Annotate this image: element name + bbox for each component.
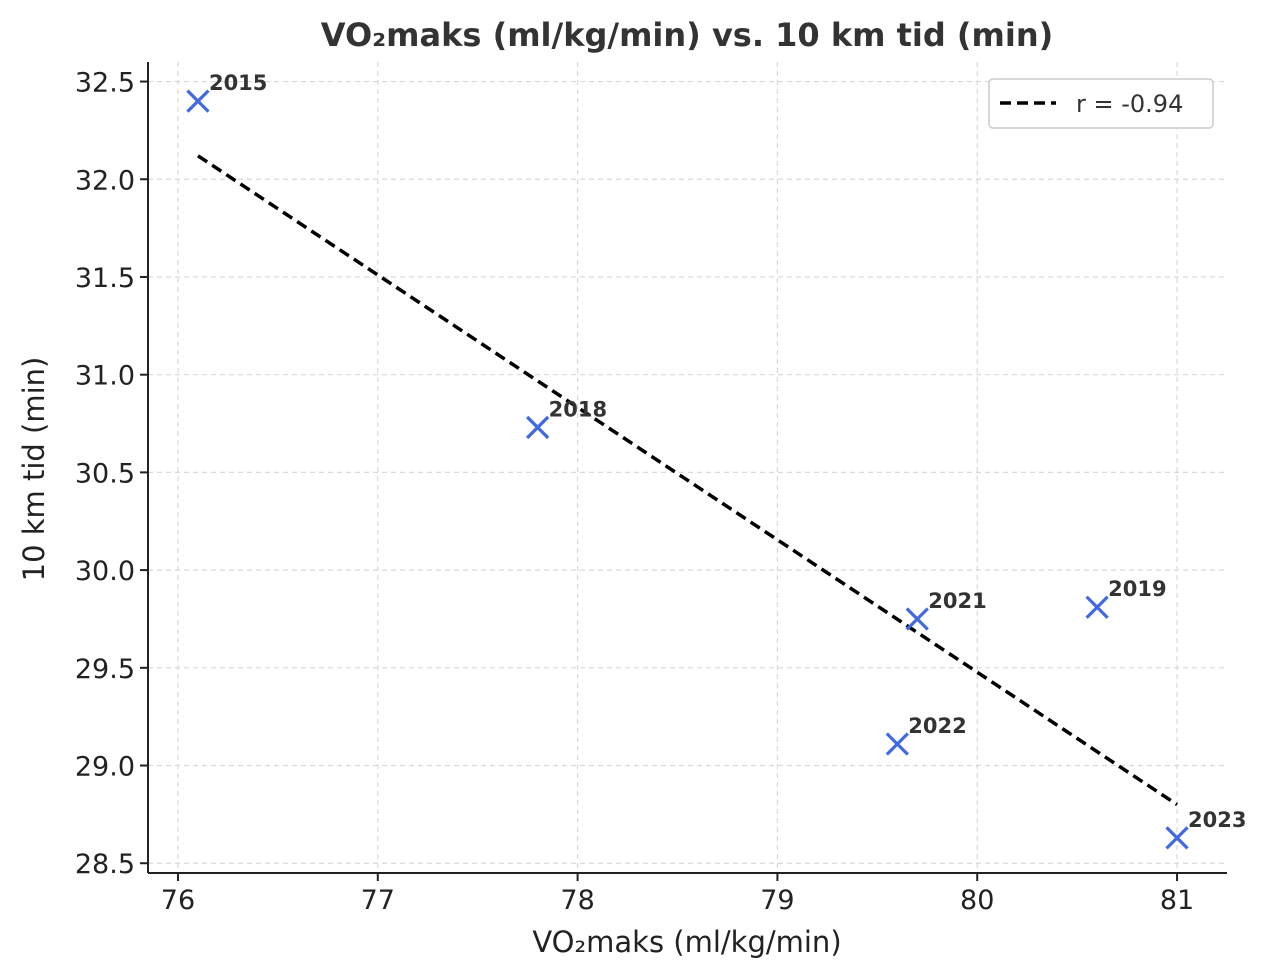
point-label-2018: 2018 — [549, 397, 607, 421]
y-tick-label: 28.5 — [75, 849, 135, 880]
data-point-2022 — [885, 732, 909, 756]
marker-stroke — [885, 732, 909, 756]
data-point-2023 — [1165, 826, 1189, 850]
point-label-2021: 2021 — [928, 589, 986, 613]
axes — [140, 62, 1227, 881]
y-tick-label: 29.5 — [75, 654, 135, 685]
x-tick-label: 80 — [960, 885, 994, 916]
point-label-2023: 2023 — [1188, 808, 1246, 832]
point-label-2015: 2015 — [209, 71, 267, 95]
trend-line — [196, 154, 1179, 807]
x-tick-label: 77 — [361, 885, 395, 916]
y-tick-label: 32.5 — [75, 68, 135, 99]
data-point-2015 — [186, 89, 210, 113]
point-labels: 2015 2018 2021 2019 2022 2023 — [209, 71, 1247, 832]
y-tick-label: 31.5 — [75, 263, 135, 294]
marker-stroke — [905, 607, 929, 631]
legend: r = -0.94 — [988, 78, 1214, 129]
x-tick-label: 81 — [1160, 885, 1194, 916]
data-point-2019 — [1085, 595, 1109, 619]
marker-stroke — [1165, 826, 1189, 850]
marker-stroke — [526, 415, 550, 440]
grid — [148, 62, 1227, 873]
point-label-2019: 2019 — [1108, 577, 1166, 601]
x-tick-label: 76 — [161, 885, 195, 916]
tick-labels: 76 77 78 79 80 81 28.5 29.0 29.5 30.0 30.5 31.0 31.5… — [75, 68, 1194, 916]
x-tick-label: 79 — [760, 885, 794, 916]
y-tick-label: 32.0 — [75, 165, 135, 196]
data-point-2021 — [905, 607, 929, 631]
y-tick-label: 31.0 — [75, 361, 135, 392]
y-tick-label: 30.0 — [75, 556, 135, 587]
y-tick-label: 29.0 — [75, 752, 135, 783]
y-tick-label: 30.5 — [75, 458, 135, 489]
data-points — [186, 89, 1189, 850]
point-label-2022: 2022 — [908, 714, 966, 738]
chart-title: VO₂maks (ml/kg/min) vs. 10 km tid (min) — [321, 16, 1053, 54]
legend-box — [988, 78, 1214, 129]
data-point-2018 — [526, 415, 550, 440]
x-tick-label: 78 — [560, 885, 594, 916]
marker-stroke — [1085, 595, 1109, 619]
y-axis-label: 10 km tid (min) — [17, 357, 51, 582]
x-axis-label: VO₂maks (ml/kg/min) — [532, 925, 841, 959]
trend-line-layer — [196, 154, 1179, 807]
marker-stroke — [186, 89, 210, 113]
legend-entry-r: r = -0.94 — [1076, 90, 1183, 118]
